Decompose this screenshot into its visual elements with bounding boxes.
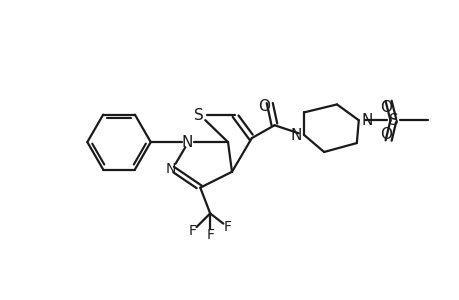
Text: O: O: [257, 99, 269, 114]
Text: O: O: [380, 127, 392, 142]
Text: N: N: [165, 162, 175, 176]
Text: N: N: [360, 113, 372, 128]
Text: N: N: [181, 135, 193, 150]
Text: O: O: [380, 100, 392, 115]
Text: S: S: [194, 108, 204, 123]
Text: F: F: [188, 224, 196, 238]
Text: S: S: [388, 113, 397, 128]
Text: F: F: [206, 228, 214, 242]
Text: N: N: [290, 128, 302, 142]
Text: F: F: [224, 220, 231, 234]
